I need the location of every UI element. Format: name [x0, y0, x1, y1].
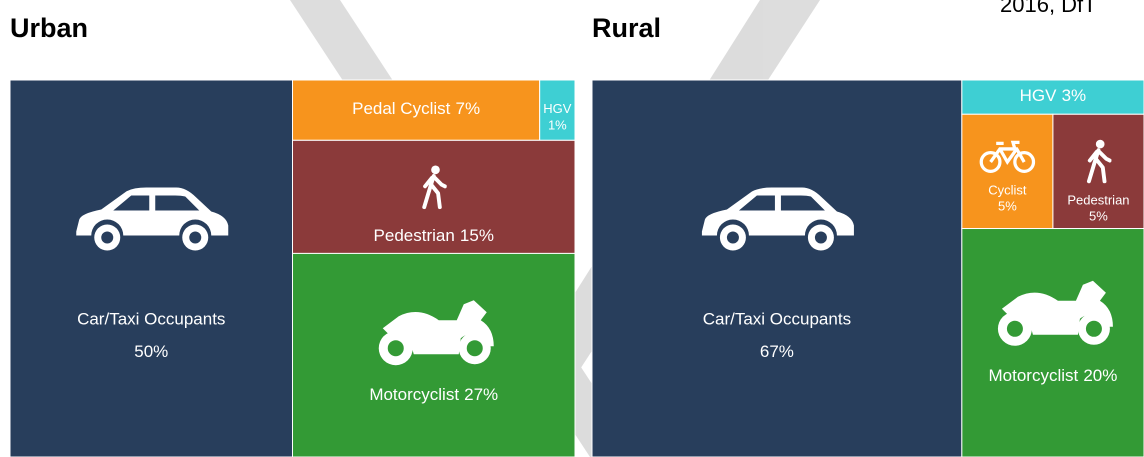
category-label: Pedal Cyclist [352, 100, 451, 119]
value-label: 67% [760, 342, 794, 361]
cell-label: HGV 1% [543, 102, 572, 133]
cell-label: Pedestrian 15% [374, 227, 494, 246]
treemap-cell [292, 79, 541, 141]
category-label: HGV [543, 102, 572, 117]
category-label: Motorcyclist [988, 366, 1078, 385]
value-label: 7% [455, 100, 480, 119]
cell-label: Motorcyclist 27% [369, 386, 498, 405]
value-label: 3% [1062, 87, 1087, 106]
cell-label: Car/Taxi Occupants 50% [77, 310, 225, 361]
treemap: Car/Taxi Occupants 50%Pedal Cyclist 7% HGV 1… [9, 79, 576, 457]
value-label: 15% [460, 227, 494, 246]
value-label: 5% [998, 199, 1017, 214]
cell-label: HGV 3% [1020, 87, 1087, 106]
treemap-cell [292, 252, 576, 457]
value-label: 20% [1083, 366, 1117, 385]
cell-label: Pedal Cyclist 7% [352, 100, 480, 119]
category-label: Pedestrian [1067, 193, 1129, 208]
value-label: 5% [1089, 209, 1108, 224]
cell-label: Cyclist 5% [988, 183, 1027, 214]
category-label: Motorcyclist [369, 386, 459, 405]
treemap: Car/Taxi Occupants 67%HGV 3%Cyclist 5% Pedes… [591, 79, 1144, 457]
value-label: 27% [464, 386, 498, 405]
chart-title: Urban [10, 13, 88, 43]
cell-label: Motorcyclist 20% [988, 366, 1117, 385]
treemap-cell [961, 228, 1144, 457]
cell-label: Pedestrian 5% [1067, 193, 1129, 224]
treemap-cell [591, 79, 963, 457]
category-label: Pedestrian [374, 227, 455, 246]
value-label: 1% [548, 118, 567, 133]
category-label: Car/Taxi Occupants [77, 310, 225, 329]
category-label: HGV [1020, 87, 1058, 106]
chart-title: Rural [592, 13, 661, 43]
treemap-cell [9, 79, 293, 457]
value-label: 50% [134, 342, 168, 361]
treemap-cell [292, 139, 576, 254]
treemap-cell [961, 113, 1054, 230]
source-note: 2016, DfT [1000, 0, 1097, 17]
category-label: Cyclist [988, 183, 1027, 198]
cell-label: Car/Taxi Occupants 67% [703, 310, 851, 361]
category-label: Car/Taxi Occupants [703, 310, 851, 329]
treemap-cell [1052, 113, 1144, 230]
